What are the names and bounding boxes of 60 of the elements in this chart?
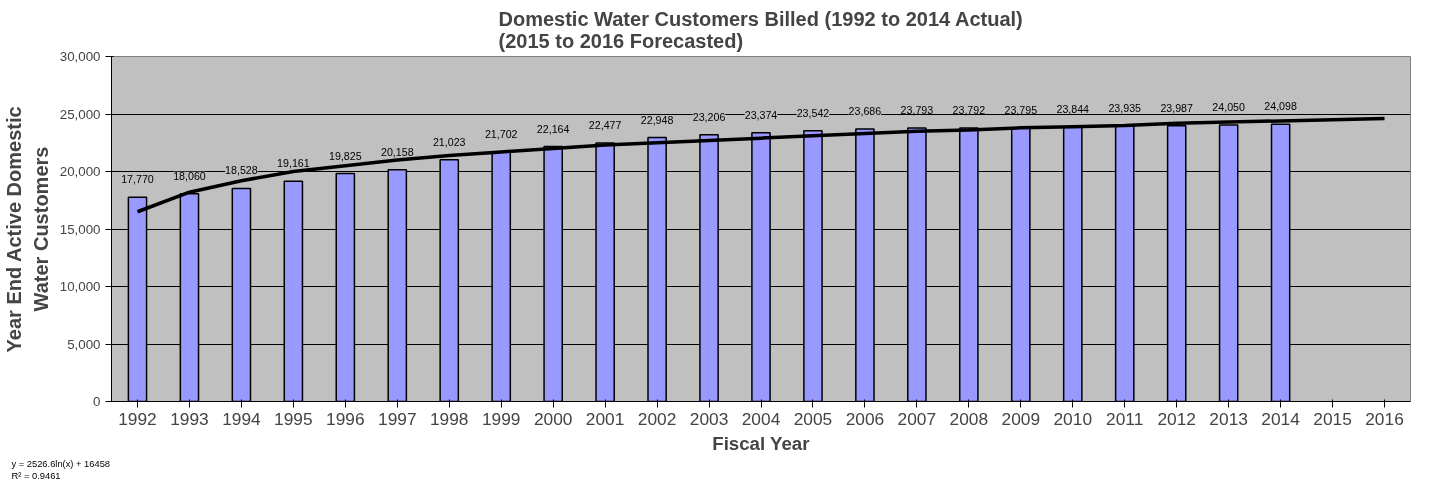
data-label: 23,795 xyxy=(1004,103,1038,116)
data-label: 23,542 xyxy=(796,106,830,119)
x-tick-label: 2007 xyxy=(897,408,937,429)
data-label: 23,792 xyxy=(952,103,986,116)
x-tick-label: 2004 xyxy=(741,408,781,429)
data-label: 20,158 xyxy=(380,145,414,158)
data-label: 23,686 xyxy=(848,105,882,118)
data-label: 23,935 xyxy=(1108,102,1142,115)
data-label: 22,164 xyxy=(536,122,570,135)
y-tick-label: 20,000 xyxy=(59,164,101,179)
text: y = 2526.6ln(x) + 16458 xyxy=(11,458,111,469)
y-tick-label: 5,000 xyxy=(67,336,101,352)
data-label: 23,987 xyxy=(1160,101,1194,114)
x-tick-label: 2000 xyxy=(533,408,573,429)
data-label: 23,793 xyxy=(900,103,934,116)
y-tick-label: 30,000 xyxy=(59,49,101,64)
x-tick-label: 2001 xyxy=(585,408,625,429)
data-label: 23,844 xyxy=(1056,103,1090,116)
x-tick-label: 2005 xyxy=(793,408,833,429)
x-tick-label: 2008 xyxy=(949,408,989,429)
x-tick-label: 2012 xyxy=(1157,408,1196,429)
y-tick-label: 10,000 xyxy=(59,279,101,294)
x-tick-label: 2009 xyxy=(1001,408,1041,429)
data-label: 18,528 xyxy=(225,164,258,177)
text: R² = 0.9461 xyxy=(11,470,61,481)
data-label: 19,825 xyxy=(329,149,362,162)
y-tick-label: 25,000 xyxy=(59,106,101,122)
x-tick-label: 2003 xyxy=(689,408,729,429)
y-tick-label: 15,000 xyxy=(59,221,101,237)
x-tick-label: 2015 xyxy=(1313,408,1352,429)
x-tick-label: 2006 xyxy=(845,408,885,429)
data-label: 17,770 xyxy=(121,173,154,186)
x-tick-label: 2010 xyxy=(1053,408,1093,429)
x-tick-label: 1998 xyxy=(429,408,469,429)
x-axis-title: Fiscal Year xyxy=(712,432,810,454)
data-label: 24,050 xyxy=(1212,100,1246,113)
x-tick-label: 2011 xyxy=(1106,408,1144,429)
data-label: 18,060 xyxy=(173,169,206,182)
x-tick-label: 1993 xyxy=(170,408,209,429)
x-tick-label: 2013 xyxy=(1209,408,1248,429)
x-tick-label: 2002 xyxy=(637,408,677,429)
x-tick-label: 1994 xyxy=(222,408,262,429)
x-tick-label: 1997 xyxy=(378,408,417,429)
x-tick-label: 1992 xyxy=(118,408,157,429)
data-label: 23,206 xyxy=(692,110,726,123)
data-label: 22,477 xyxy=(588,119,622,132)
x-tick-label: 2014 xyxy=(1261,408,1301,429)
y-tick-label: 0 xyxy=(93,394,101,409)
data-label: 21,702 xyxy=(484,127,518,140)
data-label: 21,023 xyxy=(432,135,466,148)
chart-title: Domestic Water Customers Billed (1992 to 2014 Actual) (2015 to 2016 Forecasted) xyxy=(498,7,1023,52)
data-label: 22,948 xyxy=(640,113,674,126)
x-tick-label: 1995 xyxy=(274,408,313,429)
x-tick-label: 1999 xyxy=(481,408,521,429)
data-label: 23,374 xyxy=(744,108,778,121)
data-label: 19,161 xyxy=(277,157,310,170)
data-label: 24,098 xyxy=(1264,100,1297,113)
x-tick-label: 1996 xyxy=(326,408,365,429)
x-tick-label: 2016 xyxy=(1365,408,1404,429)
y-axis-title: Year End Active Domestic Water Customers xyxy=(3,106,52,353)
